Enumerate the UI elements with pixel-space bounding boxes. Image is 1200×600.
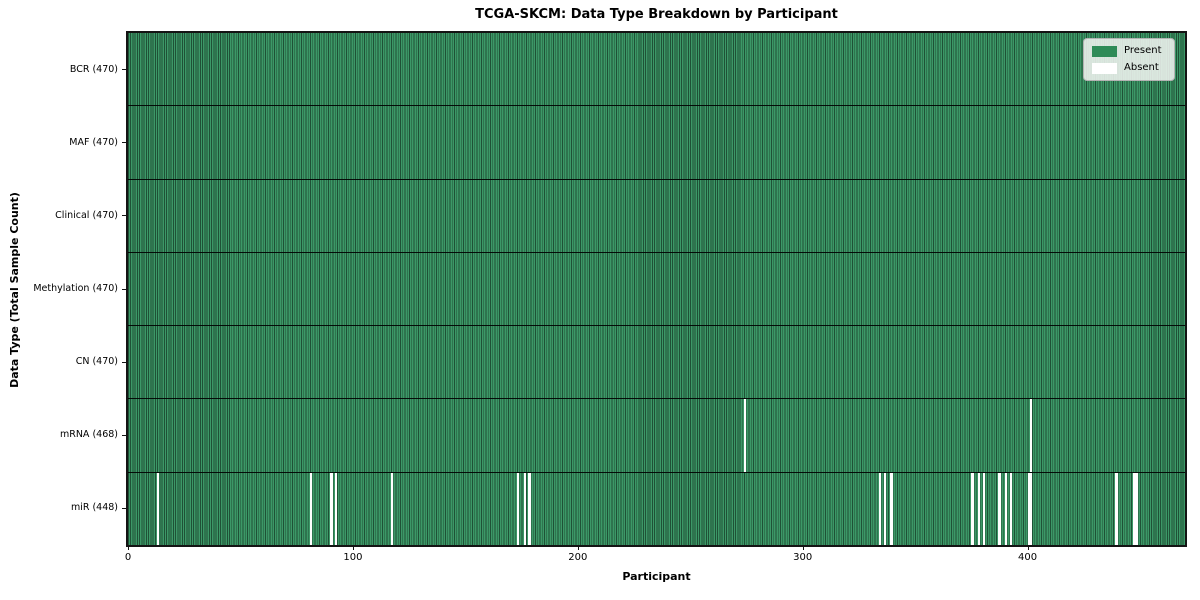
- absent-gap: [1009, 472, 1012, 545]
- heatmap-row-mir: [128, 472, 1185, 545]
- heatmap-row-methylation: [128, 252, 1185, 327]
- absent-gap: [334, 472, 338, 545]
- x-tick-label: 0: [124, 552, 132, 563]
- absent-gap: [1135, 472, 1138, 545]
- heatmap-row-cn: [128, 326, 1185, 400]
- legend-entry-absent: Absent: [1092, 62, 1166, 74]
- absent-gap: [978, 472, 981, 545]
- y-tick-label: miR (448): [70, 502, 118, 514]
- x-tick-label: 200: [568, 552, 588, 563]
- absent-gap: [982, 472, 985, 545]
- x-tick-mark: [577, 546, 579, 550]
- x-tick-label: 400: [1018, 552, 1038, 563]
- x-tick-mark: [352, 546, 354, 550]
- absent-gap: [744, 399, 747, 472]
- legend: Present Absent: [1083, 38, 1175, 81]
- plot-area: [126, 31, 1187, 547]
- absent-gap: [1005, 472, 1008, 545]
- absent-gap: [517, 472, 520, 545]
- y-tick-mark: [122, 69, 126, 71]
- absent-gap: [310, 472, 313, 545]
- absent-gap: [1115, 472, 1118, 545]
- absent-gap: [883, 472, 886, 545]
- heatmap-row-maf: [128, 106, 1185, 180]
- absent-gap: [971, 472, 974, 545]
- absent-gap: [523, 472, 527, 545]
- y-tick-mark: [122, 215, 126, 217]
- x-tick-mark: [1027, 546, 1029, 550]
- absent-gap: [157, 472, 160, 545]
- y-tick-mark: [122, 507, 126, 509]
- x-tick-mark: [802, 546, 804, 550]
- y-tick-mark: [122, 361, 126, 363]
- absent-gap: [890, 472, 893, 545]
- absent-swatch-icon: [1092, 62, 1117, 74]
- legend-label-absent: Absent: [1124, 62, 1159, 73]
- y-tick-label: Methylation (470): [33, 283, 118, 294]
- absent-gap: [1133, 472, 1136, 545]
- absent-gap: [391, 472, 394, 545]
- absent-gap: [1027, 472, 1030, 545]
- y-tick-label: CN (470): [75, 356, 118, 368]
- y-tick-label: mRNA (468): [59, 429, 118, 441]
- absent-gap: [528, 472, 531, 545]
- y-tick-label: BCR (470): [69, 63, 118, 75]
- heatmap-row-mrna: [128, 399, 1185, 473]
- heatmap-row-clinical: [128, 179, 1185, 253]
- legend-entry-present: Present: [1092, 45, 1166, 57]
- heatmap-row-bcr: [128, 33, 1185, 107]
- x-tick-mark: [128, 546, 129, 550]
- absent-gap: [330, 472, 333, 545]
- y-tick-mark: [122, 434, 126, 436]
- absent-gap: [998, 472, 1001, 545]
- absent-gap: [879, 472, 882, 545]
- x-tick-label: 300: [793, 552, 813, 563]
- y-tick-label: Clinical (470): [55, 209, 118, 221]
- y-tick-mark: [122, 142, 126, 144]
- present-swatch-icon: [1092, 45, 1117, 57]
- x-axis-label: Participant: [622, 570, 691, 583]
- legend-label-present: Present: [1124, 45, 1162, 56]
- x-tick-label: 100: [343, 552, 363, 563]
- absent-gap: [1029, 399, 1033, 472]
- chart-title: TCGA-SKCM: Data Type Breakdown by Partic…: [475, 7, 838, 22]
- y-tick-mark: [122, 288, 126, 290]
- absent-gap: [1029, 472, 1033, 545]
- y-tick-label: MAF (470): [69, 136, 118, 148]
